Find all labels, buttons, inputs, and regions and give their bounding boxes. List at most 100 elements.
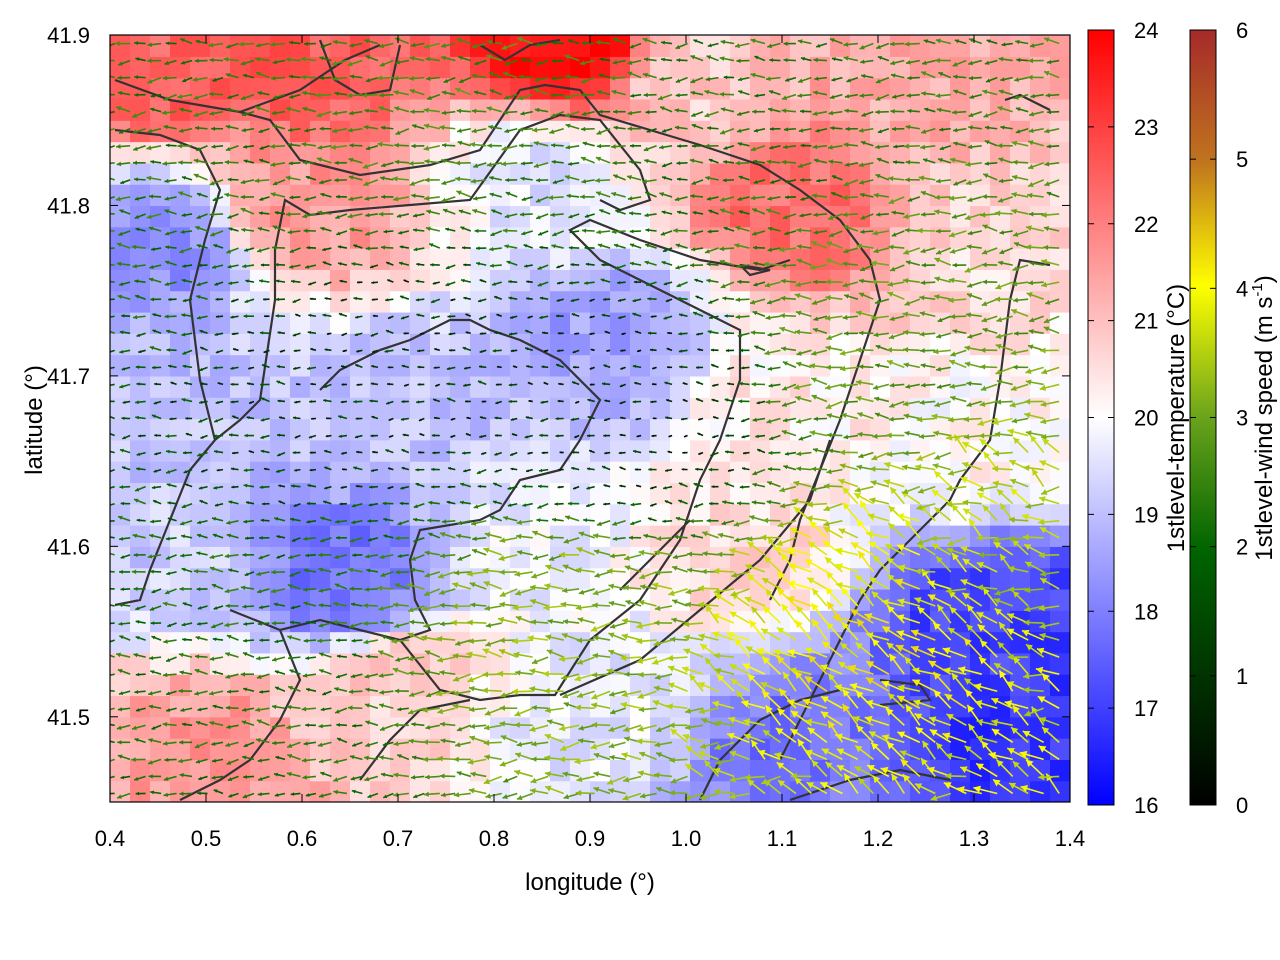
heatmap-cell — [250, 397, 271, 420]
heatmap-cell — [470, 248, 491, 270]
heatmap-cell — [470, 631, 491, 654]
heatmap-cell — [630, 77, 651, 100]
heatmap-cell — [490, 98, 511, 121]
heatmap-cell — [650, 503, 671, 526]
heatmap-cell — [1050, 461, 1070, 484]
heatmap-cell — [730, 162, 751, 185]
x-tick-label: 0.7 — [383, 826, 414, 851]
heatmap-cell — [110, 333, 131, 356]
heatmap-cell — [650, 248, 671, 270]
heatmap-cell — [590, 716, 611, 739]
heatmap-cell — [210, 716, 231, 739]
heatmap-cell — [570, 461, 591, 484]
heatmap-cell — [130, 631, 151, 654]
heatmap-cell — [610, 35, 631, 57]
heatmap-cell — [550, 120, 571, 143]
heatmap-cell — [270, 418, 291, 441]
heatmap-cell — [990, 120, 1011, 143]
heatmap-cell — [930, 290, 951, 313]
heatmap-cell — [110, 141, 131, 164]
heatmap-cell — [770, 461, 791, 484]
heatmap-cell — [410, 674, 431, 697]
heatmap-cell — [290, 418, 311, 441]
heatmap-cell — [590, 77, 611, 100]
heatmap-cell — [890, 439, 911, 462]
heatmap-cell — [270, 311, 291, 334]
heatmap-cell — [470, 482, 491, 505]
heatmap-cell — [490, 738, 511, 760]
heatmap-cell — [550, 610, 571, 633]
heatmap-cell — [390, 461, 411, 484]
heatmap-cell — [550, 269, 571, 292]
heatmap-cell — [850, 418, 871, 441]
heatmap-cell — [690, 546, 711, 569]
heatmap-cell — [490, 375, 511, 398]
heatmap-cell — [270, 738, 291, 760]
heatmap-cell — [130, 716, 151, 739]
heatmap-cell — [530, 439, 551, 462]
heatmap-cell — [650, 354, 671, 377]
heatmap-cell — [430, 35, 451, 57]
heatmap-cell — [1010, 439, 1031, 462]
heatmap-cell — [370, 695, 391, 718]
heatmap-cell — [510, 716, 531, 739]
heatmap-cell — [110, 482, 131, 505]
heatmap-cell — [130, 695, 151, 718]
heatmap-cell — [350, 290, 371, 313]
heatmap-cell — [430, 439, 451, 462]
heatmap-cell — [630, 98, 651, 121]
heatmap-cell — [770, 439, 791, 462]
heatmap-cell — [610, 269, 631, 292]
wind-colorbar-label: 1stlevel-wind speed (m s-1) — [1249, 275, 1278, 560]
heatmap-cell — [890, 610, 911, 633]
heatmap-cell — [170, 546, 191, 569]
heatmap-cell — [630, 418, 651, 441]
heatmap-cell — [490, 780, 511, 802]
heatmap-cell — [910, 269, 931, 292]
heatmap-cell — [110, 695, 131, 718]
heatmap-cell — [370, 567, 391, 590]
heatmap-cell — [370, 162, 391, 185]
heatmap-cell — [690, 269, 711, 292]
heatmap-cell — [230, 290, 251, 313]
heatmap-cell — [330, 588, 351, 611]
heatmap-cell — [270, 333, 291, 356]
heatmap-cell — [290, 311, 311, 334]
heatmap-cell — [750, 184, 771, 207]
heatmap-cell — [650, 162, 671, 185]
heatmap-cell — [150, 716, 171, 739]
heatmap-cell — [670, 333, 691, 356]
heatmap-cell — [430, 269, 451, 292]
heatmap-cell — [610, 205, 631, 228]
heatmap-cell — [710, 759, 731, 782]
heatmap-cell — [730, 77, 751, 100]
heatmap-cell — [590, 311, 611, 334]
heatmap-cell — [270, 269, 291, 292]
heatmap-cell — [1050, 77, 1070, 100]
heatmap-cell — [970, 184, 991, 207]
heatmap-cell — [250, 205, 271, 228]
heatmap-cell — [350, 674, 371, 697]
heatmap-cell — [390, 525, 411, 547]
heatmap-cell — [330, 546, 351, 569]
heatmap-cell — [470, 311, 491, 334]
heatmap-cell — [150, 610, 171, 633]
heatmap-cell — [790, 610, 811, 633]
heatmap-cell — [410, 269, 431, 292]
heatmap-cell — [310, 35, 331, 57]
heatmap-cell — [430, 226, 451, 249]
heatmap-cell — [130, 269, 151, 292]
heatmap-cell — [930, 120, 951, 143]
x-tick-label: 0.5 — [191, 826, 222, 851]
heatmap-cell — [450, 397, 471, 420]
heatmap-cell — [370, 269, 391, 292]
heatmap-cell — [370, 56, 391, 79]
heatmap-cell — [150, 588, 171, 611]
heatmap-cell — [570, 482, 591, 505]
heatmap-cell — [430, 567, 451, 590]
x-tick-label: 0.6 — [287, 826, 318, 851]
heatmap-cell — [470, 141, 491, 164]
heatmap-cell — [570, 375, 591, 398]
heatmap-cell — [590, 546, 611, 569]
heatmap-cell — [510, 759, 531, 782]
